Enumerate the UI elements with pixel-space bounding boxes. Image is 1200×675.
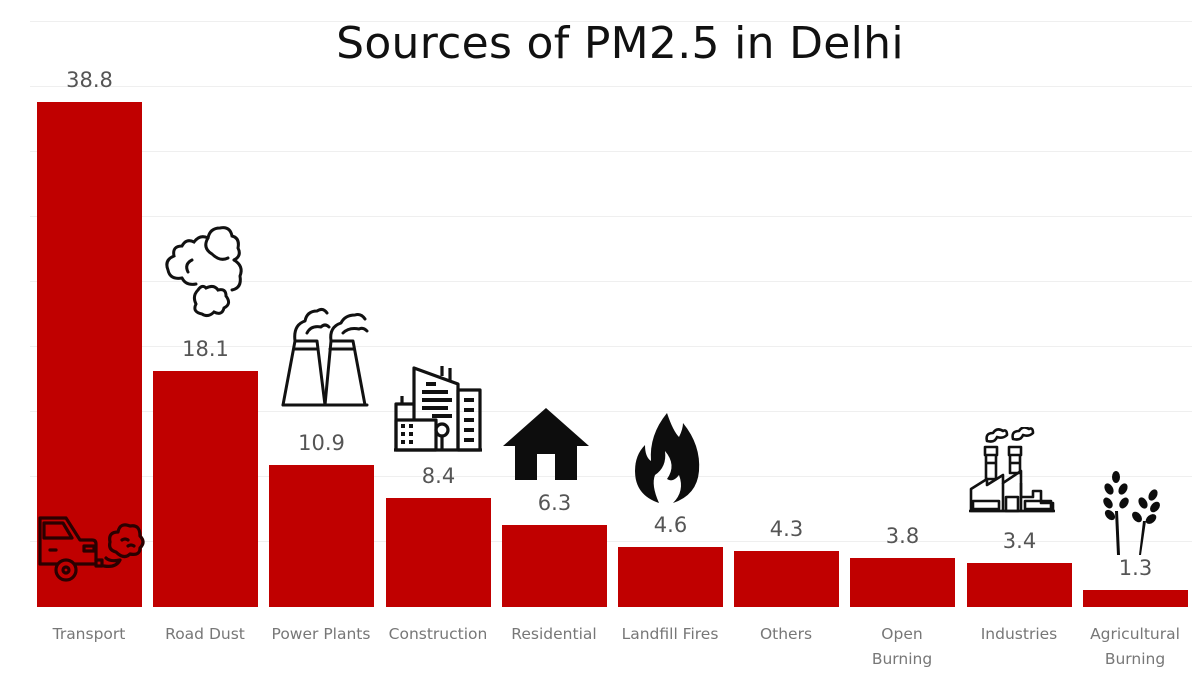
gridline [30, 151, 1192, 152]
house-icon [503, 408, 589, 480]
bar-residential [502, 525, 607, 607]
bar-construction [386, 498, 491, 607]
category-label: Industries [980, 625, 1058, 643]
bar-road-dust [153, 371, 258, 607]
value-label: 18.1 [182, 337, 229, 361]
bar-landfill-fires [618, 547, 723, 607]
gridline [30, 411, 1192, 412]
factory-icon [969, 427, 1055, 517]
value-label: 3.4 [1002, 529, 1037, 553]
value-label: 3.8 [885, 524, 920, 548]
buildings-icon [392, 364, 484, 452]
wheat-icon [1103, 471, 1161, 555]
gridline [30, 86, 1192, 87]
value-label: 4.3 [769, 517, 804, 541]
category-label: Transport [52, 625, 126, 643]
fire-icon [633, 413, 701, 503]
value-label: 38.8 [66, 68, 113, 92]
gridline [30, 216, 1192, 217]
bar-power-plants [269, 465, 374, 607]
gridline [30, 346, 1192, 347]
gridline [30, 476, 1192, 477]
bar-agricultural-burning [1083, 590, 1188, 607]
gridline [30, 541, 1192, 542]
category-label: Power Plants [271, 625, 371, 643]
category-label: Construction [388, 625, 488, 643]
power-plant-icon [281, 305, 371, 409]
category-label: Residential [511, 625, 597, 643]
chart-title: Sources of PM2.5 in Delhi [336, 18, 904, 69]
category-label: Others [759, 625, 813, 643]
value-label: 1.3 [1118, 556, 1153, 580]
value-label: 8.4 [421, 464, 456, 488]
bar-open-burning [850, 558, 955, 607]
value-label: 4.6 [653, 513, 688, 537]
category-label: Landfill Fires [621, 625, 719, 643]
gridline [30, 281, 1192, 282]
bar-industries [967, 563, 1072, 607]
value-label: 6.3 [537, 491, 572, 515]
gridline [30, 21, 1192, 22]
value-label: 10.9 [298, 431, 345, 455]
category-label: Open Burning [871, 625, 933, 668]
category-label: Road Dust [165, 625, 245, 643]
bar-others [734, 551, 839, 607]
dust-cloud-icon [162, 226, 248, 318]
car-exhaust-icon [36, 512, 146, 584]
category-label: Agricultural Burning [1090, 625, 1180, 668]
